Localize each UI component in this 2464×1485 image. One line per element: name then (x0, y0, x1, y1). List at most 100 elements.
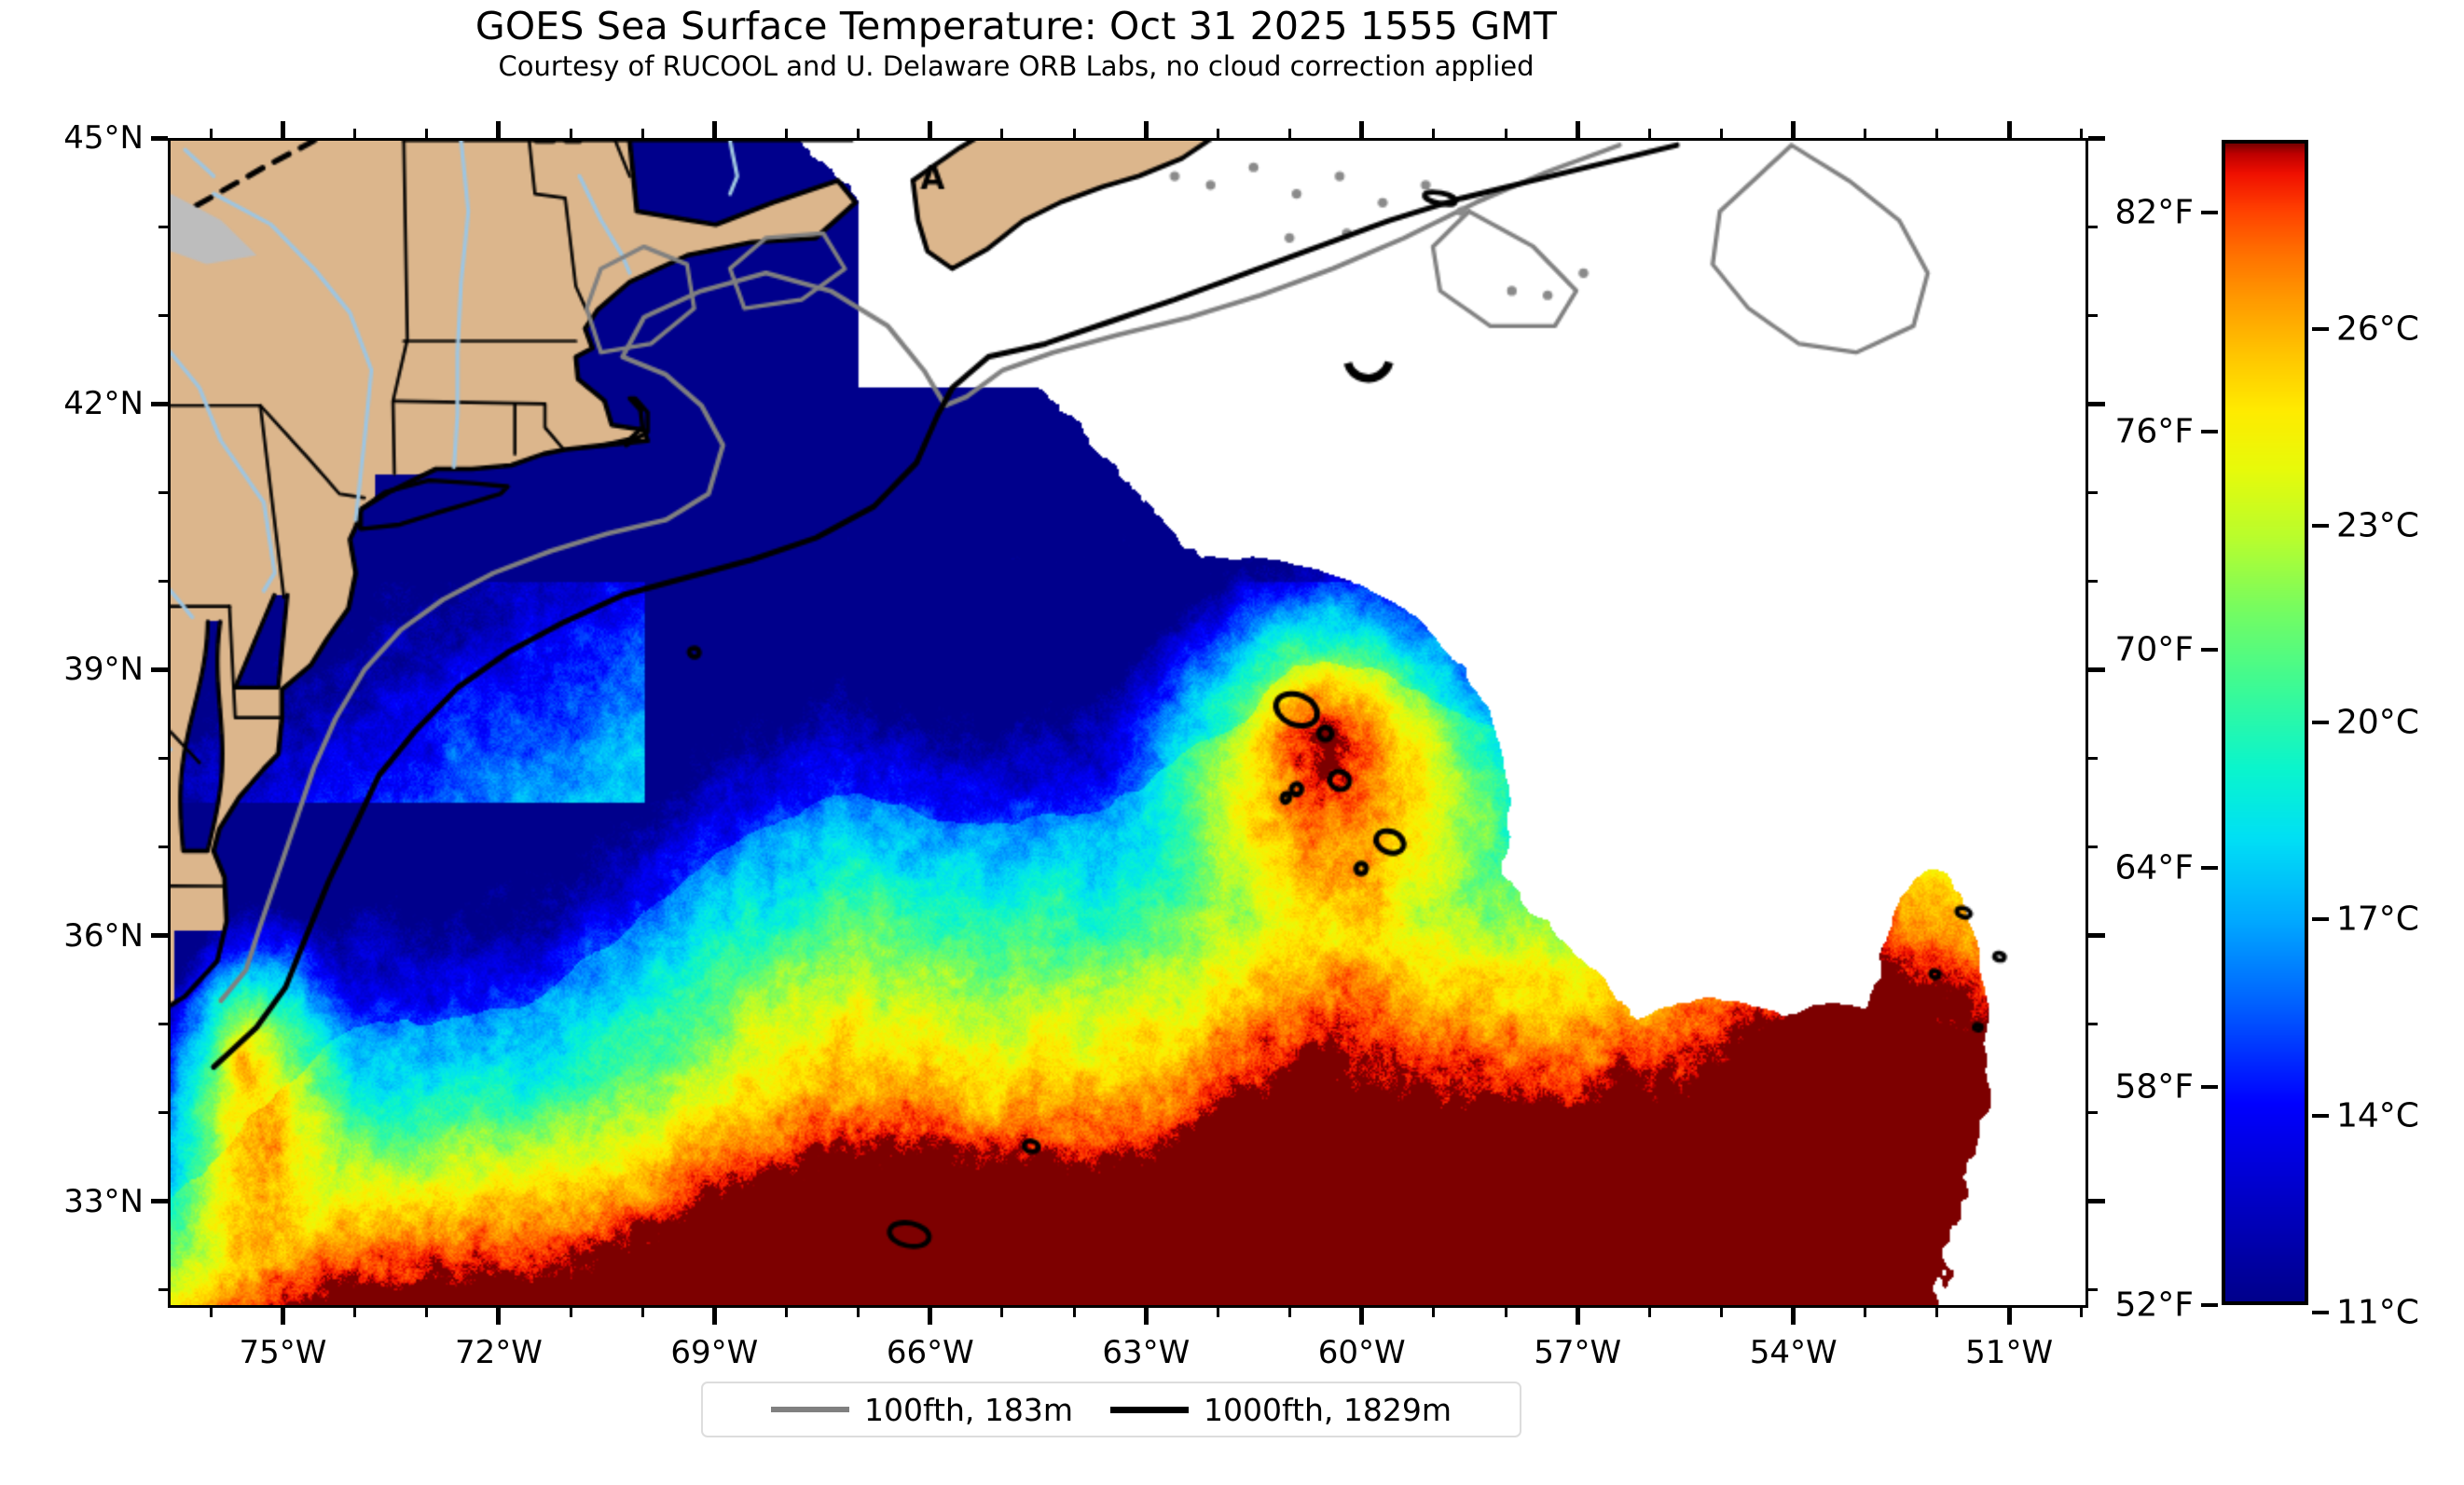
y-tick-left (158, 490, 168, 494)
x-tick-top (785, 129, 789, 138)
x-tick-bottom (1288, 1308, 1292, 1317)
x-tick-bottom (1575, 1308, 1580, 1325)
y-axis-label: 42°N (63, 385, 144, 423)
colorbar-tick-left (2201, 1084, 2218, 1089)
x-tick-bottom (1720, 1308, 1724, 1317)
x-tick-bottom (711, 1308, 717, 1325)
x-axis-label: 54°W (1749, 1334, 1838, 1371)
colorbar-label-celsius: 20°C (2336, 703, 2419, 742)
legend-item-100fth: 100fth, 183m (771, 1392, 1073, 1428)
x-tick-top (1072, 129, 1076, 138)
x-tick-top (928, 121, 933, 138)
x-tick-top (209, 129, 213, 138)
x-tick-top (496, 121, 502, 138)
x-tick-top (425, 129, 429, 138)
x-tick-bottom (1864, 1308, 1867, 1317)
sst-map-plot-area (168, 138, 2088, 1308)
y-tick-left (151, 1199, 168, 1204)
x-tick-top (280, 121, 285, 138)
y-axis-label: 45°N (63, 119, 144, 157)
x-axis-label: 75°W (239, 1334, 327, 1371)
x-tick-bottom (1000, 1308, 1004, 1317)
x-tick-bottom (496, 1308, 502, 1325)
x-axis-label: 69°W (670, 1334, 759, 1371)
x-tick-bottom (640, 1308, 644, 1317)
x-tick-bottom (2079, 1308, 2083, 1317)
x-tick-bottom (1072, 1308, 1076, 1317)
x-axis-label: 57°W (1534, 1334, 1622, 1371)
y-tick-right (2088, 1199, 2105, 1204)
y-tick-left (151, 401, 168, 406)
colorbar-tick-right (2312, 327, 2329, 332)
x-tick-bottom (785, 1308, 789, 1317)
y-tick-left (151, 667, 168, 672)
x-tick-top (569, 129, 572, 138)
x-tick-top (1432, 129, 1436, 138)
page-subtitle: Courtesy of RUCOOL and U. Delaware ORB L… (498, 50, 1535, 82)
colorbar-label-fahrenheit: 52°F (2114, 1286, 2194, 1325)
x-axis-label: 60°W (1317, 1334, 1406, 1371)
colorbar-tick-left (2201, 1303, 2218, 1307)
colorbar-label-fahrenheit: 82°F (2114, 193, 2194, 232)
y-tick-right (2088, 1111, 2098, 1115)
x-tick-bottom (1432, 1308, 1436, 1317)
x-tick-bottom (425, 1308, 429, 1317)
x-tick-top (1575, 121, 1580, 138)
x-tick-top (1791, 121, 1796, 138)
x-tick-bottom (1359, 1308, 1365, 1325)
colorbar-label-fahrenheit: 58°F (2114, 1067, 2194, 1107)
x-tick-top (1000, 129, 1004, 138)
legend-item-1000fth: 1000fth, 1829m (1110, 1392, 1452, 1428)
x-tick-top (2006, 121, 2012, 138)
colorbar-gradient (2225, 144, 2305, 1301)
legend-swatch-100fth-line (771, 1407, 849, 1412)
x-tick-top (1359, 121, 1365, 138)
x-tick-bottom (1143, 1308, 1149, 1325)
x-tick-top (353, 129, 357, 138)
x-tick-top (1647, 129, 1651, 138)
x-tick-top (711, 121, 717, 138)
y-tick-left (158, 313, 168, 317)
y-axis-label: 39°N (63, 651, 144, 689)
x-axis-label: 72°W (454, 1334, 543, 1371)
colorbar-label-celsius: 26°C (2336, 309, 2419, 349)
x-tick-top (1720, 129, 1724, 138)
x-tick-bottom (280, 1308, 285, 1325)
colorbar-label-celsius: 23°C (2336, 506, 2419, 545)
x-tick-top (857, 129, 860, 138)
legend-swatch-1000fth-line (1110, 1406, 1189, 1413)
colorbar-tick-left (2201, 647, 2218, 652)
colorbar-label-celsius: 17°C (2336, 900, 2419, 939)
y-tick-left (158, 1288, 168, 1292)
colorbar (2222, 140, 2308, 1305)
colorbar-label-celsius: 14°C (2336, 1096, 2419, 1135)
colorbar-label-celsius: 11°C (2336, 1293, 2419, 1332)
y-tick-right (2088, 225, 2098, 228)
x-tick-bottom (928, 1308, 933, 1325)
y-tick-right (2088, 667, 2105, 672)
colorbar-tick-right (2312, 1113, 2329, 1118)
y-tick-left (151, 933, 168, 939)
x-tick-top (1864, 129, 1867, 138)
x-tick-top (1143, 121, 1149, 138)
coastline-bathymetry-overlay (171, 141, 2085, 1305)
x-tick-top (1288, 129, 1292, 138)
x-tick-top (640, 129, 644, 138)
legend-label-1000fth: 1000fth, 1829m (1204, 1391, 1452, 1428)
y-tick-left (158, 579, 168, 583)
x-tick-top (1935, 129, 1939, 138)
y-tick-right (2088, 135, 2105, 141)
y-tick-right (2088, 401, 2105, 406)
x-tick-bottom (2006, 1308, 2012, 1325)
x-tick-bottom (1216, 1308, 1219, 1317)
x-tick-bottom (569, 1308, 572, 1317)
x-tick-top (2079, 129, 2083, 138)
x-axis-label: 63°W (1102, 1334, 1191, 1371)
y-tick-left (158, 225, 168, 228)
colorbar-label-fahrenheit: 70°F (2114, 630, 2194, 669)
x-tick-bottom (1935, 1308, 1939, 1317)
x-tick-bottom (1647, 1308, 1651, 1317)
y-tick-right (2088, 313, 2098, 317)
x-tick-bottom (1504, 1308, 1507, 1317)
y-axis-label: 36°N (63, 916, 144, 955)
